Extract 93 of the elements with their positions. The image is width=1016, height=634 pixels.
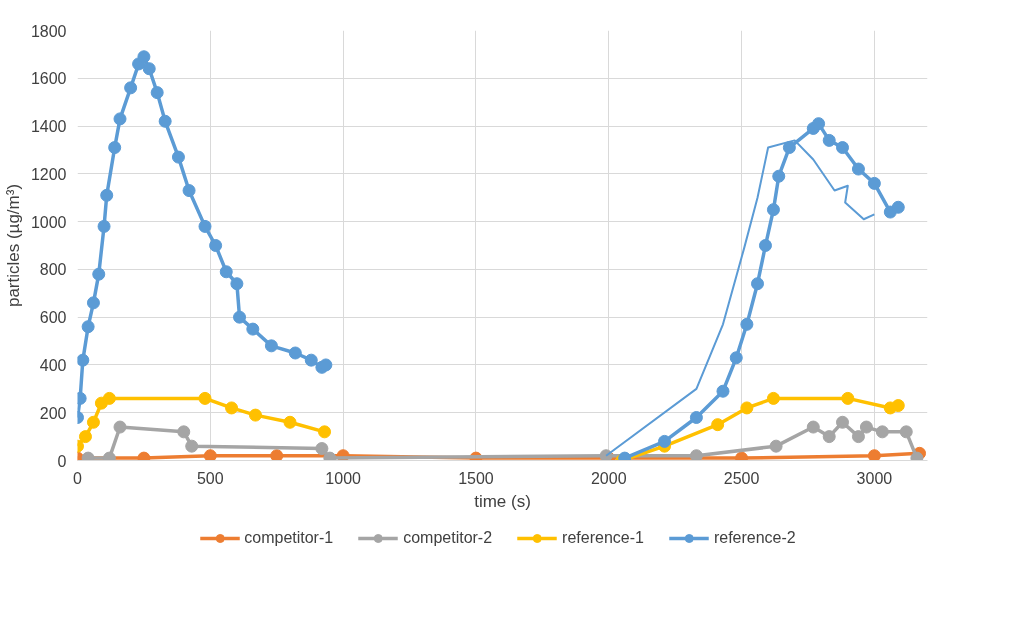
- point: [859, 420, 873, 434]
- point: [658, 434, 672, 448]
- y-tick-label: 200: [39, 404, 67, 422]
- y-tick-label: 1800: [30, 22, 67, 40]
- point: [740, 317, 754, 331]
- point: [81, 320, 95, 334]
- point: [867, 449, 881, 461]
- point: [182, 184, 196, 198]
- point: [875, 425, 889, 439]
- point: [836, 141, 849, 155]
- point: [782, 141, 796, 155]
- point: [177, 425, 191, 439]
- point: [729, 351, 743, 365]
- point: [137, 50, 151, 64]
- point: [198, 219, 212, 233]
- point: [113, 112, 127, 126]
- y-tick-label: 1600: [30, 70, 67, 88]
- point: [841, 391, 855, 405]
- point: [77, 353, 90, 367]
- point: [283, 415, 297, 429]
- y-tick-label: 0: [57, 452, 67, 470]
- point: [97, 219, 111, 233]
- x-tick-label: 500: [196, 469, 224, 487]
- point: [230, 277, 244, 291]
- point: [203, 449, 217, 461]
- point: [288, 346, 302, 360]
- point: [689, 411, 703, 424]
- point: [233, 310, 247, 324]
- point: [124, 81, 138, 95]
- point: [304, 353, 318, 367]
- point: [92, 267, 106, 281]
- x-tick-label: 2500: [723, 469, 760, 487]
- point: [822, 430, 836, 444]
- legend-label: reference-1: [562, 529, 644, 547]
- x-tick-label: 2000: [590, 469, 627, 487]
- point: [248, 408, 262, 422]
- point: [766, 391, 780, 405]
- x-tick-label: 1500: [458, 469, 494, 487]
- y-tick-label: 1200: [30, 165, 67, 183]
- y-tick-label: 800: [39, 261, 67, 279]
- point: [751, 277, 764, 291]
- y-axis-title: particles (µg/m³): [3, 183, 23, 308]
- point: [812, 117, 826, 131]
- legend-label: competitor-1: [244, 529, 334, 547]
- point: [171, 150, 185, 164]
- y-tick-label: 1000: [30, 213, 67, 231]
- point: [689, 449, 703, 461]
- point: [851, 162, 865, 176]
- point: [158, 114, 172, 128]
- point: [769, 439, 783, 453]
- point: [142, 62, 156, 76]
- point: [100, 188, 114, 202]
- y-tick-label: 400: [39, 356, 67, 374]
- point: [711, 418, 725, 432]
- point: [806, 420, 820, 434]
- y-tick-label: 600: [39, 309, 67, 327]
- point: [102, 391, 116, 405]
- legend-label: competitor-2: [403, 529, 493, 547]
- point: [78, 430, 92, 444]
- point: [270, 449, 284, 461]
- x-tick-label: 1000: [325, 469, 362, 487]
- point: [198, 391, 212, 405]
- point: [867, 176, 881, 190]
- point: [113, 420, 127, 434]
- point: [891, 200, 905, 214]
- point: [740, 401, 754, 415]
- point: [315, 442, 329, 456]
- point: [319, 358, 333, 372]
- point: [716, 384, 730, 398]
- point: [246, 322, 260, 336]
- point: [185, 439, 199, 453]
- point: [766, 203, 780, 217]
- x-axis-title: time (s): [474, 491, 531, 511]
- point: [150, 86, 164, 100]
- point: [86, 415, 100, 429]
- point: [772, 169, 786, 183]
- point: [851, 430, 865, 444]
- x-tick-label: 3000: [856, 469, 893, 487]
- point: [209, 239, 223, 252]
- point: [225, 401, 239, 415]
- point: [318, 425, 332, 439]
- y-tick-label: 1400: [30, 118, 67, 136]
- point: [899, 425, 913, 439]
- point: [822, 133, 836, 147]
- point: [108, 141, 122, 155]
- x-tick-label: 0: [73, 469, 83, 487]
- point: [264, 339, 278, 353]
- legend-label: reference-2: [713, 529, 796, 547]
- point: [86, 296, 100, 310]
- point: [836, 415, 849, 429]
- point: [758, 239, 772, 252]
- point: [219, 265, 233, 279]
- point: [891, 399, 905, 413]
